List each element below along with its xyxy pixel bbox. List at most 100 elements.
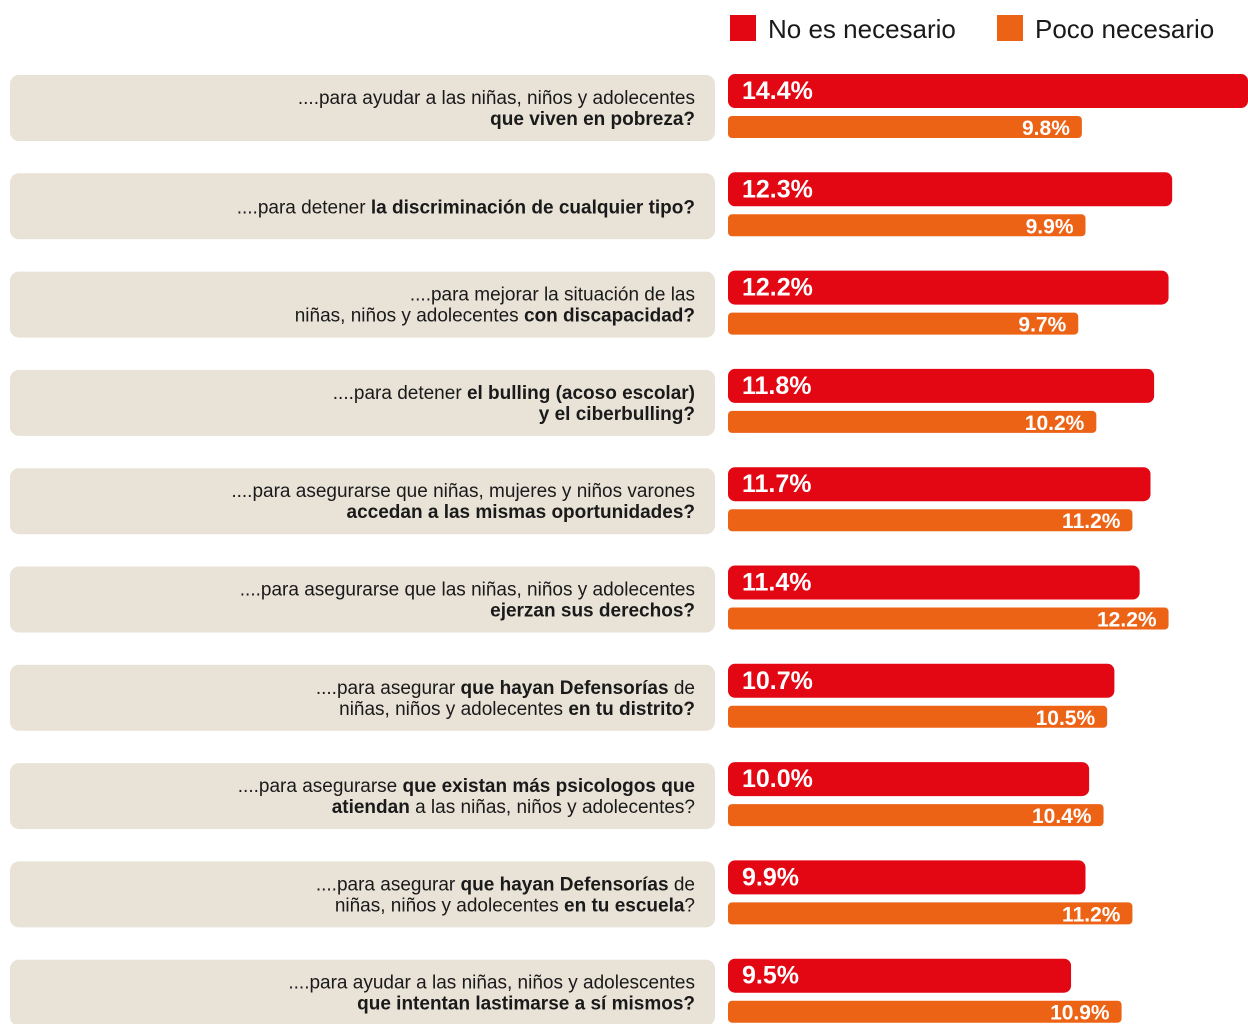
legend-label: Poco necesario (1035, 14, 1214, 44)
label-run: que hayan Defensorías (461, 874, 669, 895)
category-label: atiendan a las niñas, niños y adolecente… (332, 797, 695, 818)
bar (728, 860, 1086, 895)
category-label: ....para detener el bulling (acoso escol… (333, 383, 695, 404)
value-label: 14.4% (742, 77, 813, 105)
category-label: ....para asegurar que hayan Defensorías … (316, 678, 695, 699)
value-label: 11.4% (742, 569, 812, 597)
label-run: de (669, 678, 695, 699)
legend-swatch (997, 15, 1023, 41)
bar (728, 467, 1151, 502)
category-label: ....para asegurarse que niñas, mujeres y… (231, 481, 695, 502)
category-box (10, 959, 715, 1024)
value-label: 10.5% (1036, 707, 1096, 730)
category-label: ....para mejorar la situación de las (410, 285, 695, 306)
bar (728, 705, 1108, 728)
category-label: ....para asegurarse que las niñas, niños… (240, 580, 695, 601)
bar (728, 607, 1169, 630)
value-label: 9.9% (1026, 215, 1074, 238)
category-label: ....para asegurarse que existan más psic… (238, 776, 695, 797)
label-run: niñas, niños y adolecentes (335, 895, 564, 916)
value-label: 9.9% (742, 863, 799, 891)
value-label: 10.4% (1032, 805, 1092, 828)
label-run: y el ciberbulling? (539, 404, 695, 425)
value-label: 10.7% (742, 667, 813, 695)
category-label: niñas, niños y adolecentes en tu distrit… (339, 699, 695, 720)
bar (728, 270, 1169, 305)
category-box (10, 369, 715, 436)
bar (728, 172, 1173, 207)
bar (728, 663, 1115, 698)
value-label: 11.2% (1062, 510, 1121, 533)
category-label: que viven en pobreza? (490, 109, 695, 130)
label-run: que existan más psicologos que (403, 776, 695, 797)
label-run: accedan a las mismas oportunidades? (347, 502, 695, 523)
label-run: en tu escuela (564, 895, 685, 916)
category-label: y el ciberbulling? (539, 404, 695, 425)
category-label: ....para detener la discriminación de cu… (237, 197, 695, 218)
category-box (10, 664, 715, 731)
bar (728, 214, 1086, 237)
label-run: ....para ayudar a las niñas, niños y ado… (298, 88, 695, 109)
label-run: ....para asegurarse (238, 776, 403, 797)
category-box (10, 566, 715, 633)
bar (728, 509, 1133, 532)
category-box (10, 271, 715, 338)
label-run: que viven en pobreza? (490, 109, 695, 130)
category-box (10, 763, 715, 830)
category-label: niñas, niños y adolecentes con discapaci… (295, 306, 695, 327)
legend-swatch (730, 15, 756, 41)
label-run: con discapacidad? (524, 306, 695, 327)
label-run: ....para asegurarse que niñas, mujeres y… (231, 481, 695, 502)
bar (728, 312, 1079, 335)
category-label: ....para asegurar que hayan Defensorías … (316, 874, 695, 895)
label-run: ....para mejorar la situación de las (410, 285, 695, 306)
label-run: ....para asegurar (316, 678, 461, 699)
bar (728, 74, 1248, 108)
label-run: el bulling (acoso escolar) (467, 383, 695, 404)
value-label: 9.5% (742, 962, 799, 990)
category-box (10, 861, 715, 928)
label-run: que hayan Defensorías (461, 678, 669, 699)
category-label: que intentan lastimarse a sí mismos? (357, 994, 695, 1015)
label-run: ? (684, 895, 695, 916)
bar (728, 565, 1140, 600)
label-run: en tu distrito? (568, 699, 695, 720)
bar (728, 410, 1097, 433)
category-box (10, 75, 715, 141)
bar (728, 958, 1072, 993)
label-run: ....para detener (237, 197, 371, 218)
label-run: ....para ayudar a las niñas, niños y ado… (288, 973, 695, 994)
value-label: 11.7% (742, 470, 812, 498)
label-run: ....para asegurarse que las niñas, niños… (240, 580, 695, 601)
label-run: de (669, 874, 695, 895)
value-label: 11.8% (742, 372, 812, 400)
category-label: niñas, niños y adolecentes en tu escuela… (335, 895, 695, 916)
label-run: que intentan lastimarse a sí mismos? (357, 994, 695, 1015)
category-label: ....para ayudar a las niñas, niños y ado… (288, 973, 695, 994)
category-label: ....para ayudar a las niñas, niños y ado… (298, 88, 695, 109)
bar (728, 1000, 1122, 1023)
value-label: 12.2% (1097, 609, 1157, 632)
bar (728, 368, 1155, 403)
value-label: 10.0% (742, 765, 813, 793)
label-run: niñas, niños y adolecentes (339, 699, 568, 720)
value-label: 11.2% (1062, 903, 1121, 926)
bar (728, 804, 1104, 827)
value-label: 12.2% (742, 274, 813, 302)
value-label: 10.2% (1025, 412, 1085, 435)
label-run: la discriminación de cualquier tipo? (371, 197, 695, 218)
value-label: 12.3% (742, 175, 813, 203)
category-box (10, 173, 715, 240)
bar (728, 902, 1133, 925)
bar (728, 116, 1082, 138)
category-box (10, 468, 715, 535)
value-label: 10.9% (1050, 1002, 1110, 1024)
label-run: a las niñas, niños y adolecentes? (410, 797, 695, 818)
label-run: ....para detener (333, 383, 467, 404)
category-label: ejerzan sus derechos? (490, 601, 695, 622)
legend-label: No es necesario (768, 14, 956, 44)
label-run: ejerzan sus derechos? (490, 601, 695, 622)
label-run: atiendan (332, 797, 410, 818)
bar (728, 762, 1090, 797)
